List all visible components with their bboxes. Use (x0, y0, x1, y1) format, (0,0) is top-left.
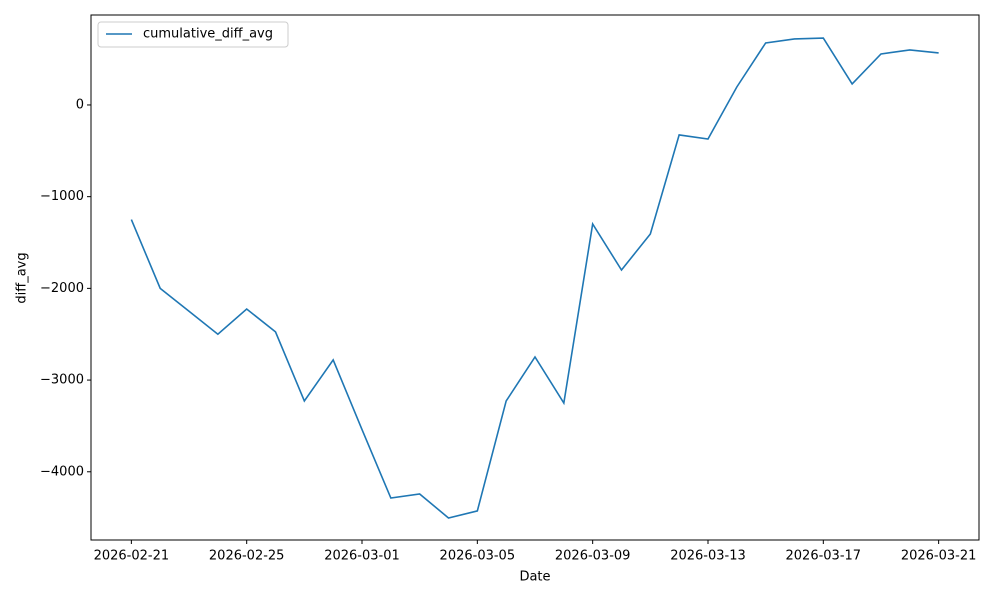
x-tick-label: 2026-03-21 (901, 549, 977, 564)
legend-box (97, 21, 289, 48)
x-tick-label: 2026-03-09 (555, 549, 631, 564)
data-line (130, 37, 939, 519)
x-tick-label: 2026-03-01 (324, 549, 400, 564)
x-tick-label: 2026-03-05 (440, 549, 516, 564)
x-tick-label: 2026-02-21 (94, 549, 170, 564)
x-tick-label: 2026-03-17 (786, 549, 862, 564)
plot-frame (90, 14, 980, 541)
y-axis-label: diff_avg (15, 252, 30, 303)
x-axis-label: Date (519, 570, 550, 585)
y-tick-label: −3000 (40, 373, 84, 388)
x-tick-label: 2026-03-13 (670, 549, 746, 564)
legend-label: cumulative_diff_avg (143, 27, 273, 42)
y-tick-label: 0 (76, 97, 84, 112)
y-tick-label: −2000 (40, 281, 84, 296)
y-tick-label: −1000 (40, 189, 84, 204)
y-tick-label: −4000 (40, 464, 84, 479)
x-tick-label: 2026-02-25 (209, 549, 285, 564)
